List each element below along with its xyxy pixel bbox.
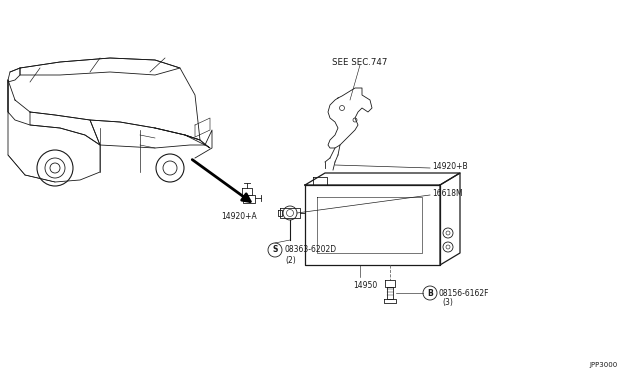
- Text: JPP3000: JPP3000: [589, 362, 618, 368]
- Text: (2): (2): [285, 256, 296, 264]
- Text: S: S: [272, 246, 278, 254]
- Text: 16618M: 16618M: [432, 189, 463, 198]
- Text: SEE SEC.747: SEE SEC.747: [332, 58, 388, 67]
- Text: B: B: [427, 289, 433, 298]
- Text: (3): (3): [442, 298, 453, 308]
- Text: 08363-6202D: 08363-6202D: [285, 246, 337, 254]
- Text: 14950: 14950: [353, 280, 377, 289]
- Text: 14920+B: 14920+B: [432, 161, 468, 170]
- Text: 08156-6162F: 08156-6162F: [439, 289, 490, 298]
- Text: 14920+A: 14920+A: [221, 212, 257, 221]
